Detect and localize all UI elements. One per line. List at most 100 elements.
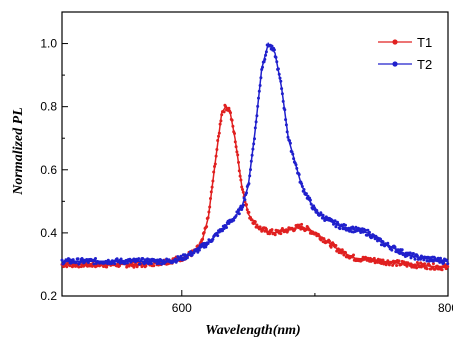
data-point — [264, 53, 268, 57]
data-point — [302, 188, 306, 191]
data-point — [232, 218, 236, 222]
data-point — [118, 264, 121, 268]
data-point — [140, 265, 144, 269]
data-point — [386, 241, 390, 245]
data-point — [425, 267, 429, 271]
data-point — [221, 229, 224, 233]
data-point — [123, 261, 127, 265]
data-point — [263, 57, 267, 61]
data-point — [387, 263, 391, 267]
data-point — [148, 258, 152, 262]
data-point — [234, 214, 238, 218]
data-point — [81, 258, 85, 262]
data-point — [366, 228, 370, 232]
data-point — [238, 174, 242, 178]
data-point — [422, 258, 426, 262]
data-point — [255, 114, 259, 118]
data-point — [251, 147, 255, 151]
data-point — [332, 221, 336, 225]
data-point — [254, 120, 258, 124]
data-point — [384, 263, 388, 267]
data-point — [393, 245, 397, 249]
data-point — [77, 265, 81, 269]
data-point — [227, 106, 231, 110]
data-point — [239, 178, 243, 182]
data-point — [176, 255, 180, 259]
data-point — [331, 219, 335, 223]
data-point — [213, 162, 217, 166]
data-point — [230, 118, 234, 122]
data-point — [440, 268, 444, 272]
data-point — [297, 173, 301, 176]
data-point — [197, 248, 201, 252]
data-point — [156, 258, 160, 262]
data-point — [260, 68, 264, 71]
data-point — [231, 124, 235, 128]
data-point — [237, 160, 240, 164]
data-point — [336, 222, 340, 226]
data-point — [237, 212, 241, 216]
data-point — [243, 198, 247, 202]
data-point — [207, 210, 211, 214]
data-point — [444, 267, 448, 271]
data-point — [292, 157, 296, 161]
data-point — [338, 227, 342, 231]
data-point — [210, 185, 214, 189]
data-point — [396, 248, 400, 252]
data-point — [245, 203, 248, 207]
data-point — [279, 232, 283, 236]
data-point — [71, 258, 75, 262]
data-point — [201, 237, 205, 241]
data-point — [390, 248, 394, 252]
data-point — [144, 264, 148, 268]
data-point — [270, 44, 274, 48]
data-point — [202, 231, 206, 234]
data-point — [446, 265, 450, 269]
data-point — [248, 174, 252, 178]
data-point — [241, 188, 244, 191]
x-axis-title: Wavelength(nm) — [205, 323, 300, 337]
y-tick-label: 0.8 — [40, 100, 57, 114]
data-point — [284, 118, 288, 122]
data-point — [214, 154, 218, 158]
data-point — [268, 232, 272, 236]
data-point — [261, 65, 264, 69]
data-point — [115, 257, 119, 261]
x-tick-label: 800 — [438, 301, 453, 315]
data-point — [381, 258, 385, 262]
data-point — [241, 190, 245, 194]
data-point — [135, 265, 139, 269]
data-point — [65, 265, 69, 269]
data-point — [64, 262, 68, 266]
data-point — [217, 134, 220, 138]
data-point — [126, 261, 129, 265]
data-point — [257, 89, 261, 93]
legend-swatch-marker — [392, 39, 398, 45]
data-point — [92, 262, 96, 266]
data-point — [344, 223, 347, 227]
data-point — [425, 259, 429, 263]
data-point — [395, 264, 399, 267]
data-point — [217, 131, 221, 135]
data-point — [386, 259, 390, 263]
data-point — [415, 254, 419, 258]
data-point — [288, 141, 292, 145]
data-point — [113, 262, 117, 266]
data-point — [264, 227, 268, 231]
data-point — [211, 237, 215, 241]
data-point — [328, 239, 331, 243]
data-point — [78, 260, 82, 264]
legend-label: T2 — [417, 57, 432, 72]
data-point — [212, 170, 216, 174]
data-point — [241, 203, 245, 207]
data-point — [222, 110, 226, 114]
data-point — [321, 213, 325, 217]
data-point — [179, 254, 183, 258]
y-tick-label: 1.0 — [40, 37, 57, 51]
data-point — [152, 264, 156, 268]
data-point — [400, 248, 404, 252]
data-point — [249, 168, 252, 172]
data-point — [240, 208, 244, 211]
data-point — [304, 192, 308, 196]
